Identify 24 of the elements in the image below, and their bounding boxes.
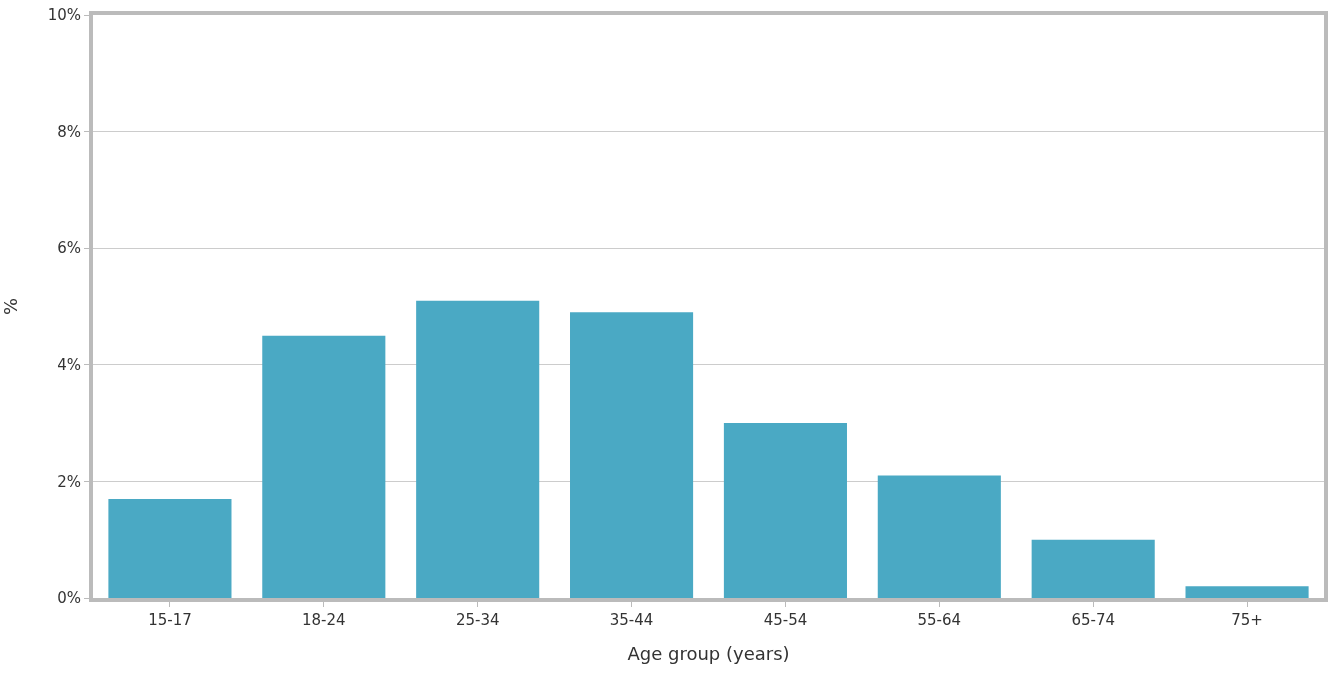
x-tick-label: 75+ — [1231, 611, 1263, 629]
x-tick-label: 55-64 — [917, 611, 962, 629]
x-axis-title: Age group (years) — [627, 642, 790, 664]
bar — [1185, 586, 1309, 598]
x-tick-label: 35-44 — [609, 611, 654, 629]
x-tick-label: 65-74 — [1071, 611, 1115, 629]
y-tick-label: 6% — [57, 239, 81, 258]
bar — [416, 300, 540, 598]
bar — [877, 475, 1001, 598]
bar — [1031, 539, 1155, 598]
x-tick-label: 45-54 — [763, 611, 808, 629]
x-tick-label: 25-34 — [455, 611, 500, 629]
y-axis-title: % — [0, 297, 21, 316]
y-tick-label: 4% — [57, 356, 81, 375]
bar — [570, 312, 694, 598]
y-tick-label: 10% — [47, 6, 81, 25]
y-tick-label: 8% — [57, 122, 81, 141]
bar — [723, 423, 847, 598]
bar — [262, 335, 386, 598]
bar — [108, 498, 232, 598]
x-tick-label: 18-24 — [302, 611, 346, 629]
x-tick-label: 15-17 — [148, 611, 192, 629]
y-tick-label: 2% — [57, 472, 81, 491]
y-tick-label: 0% — [57, 589, 81, 608]
